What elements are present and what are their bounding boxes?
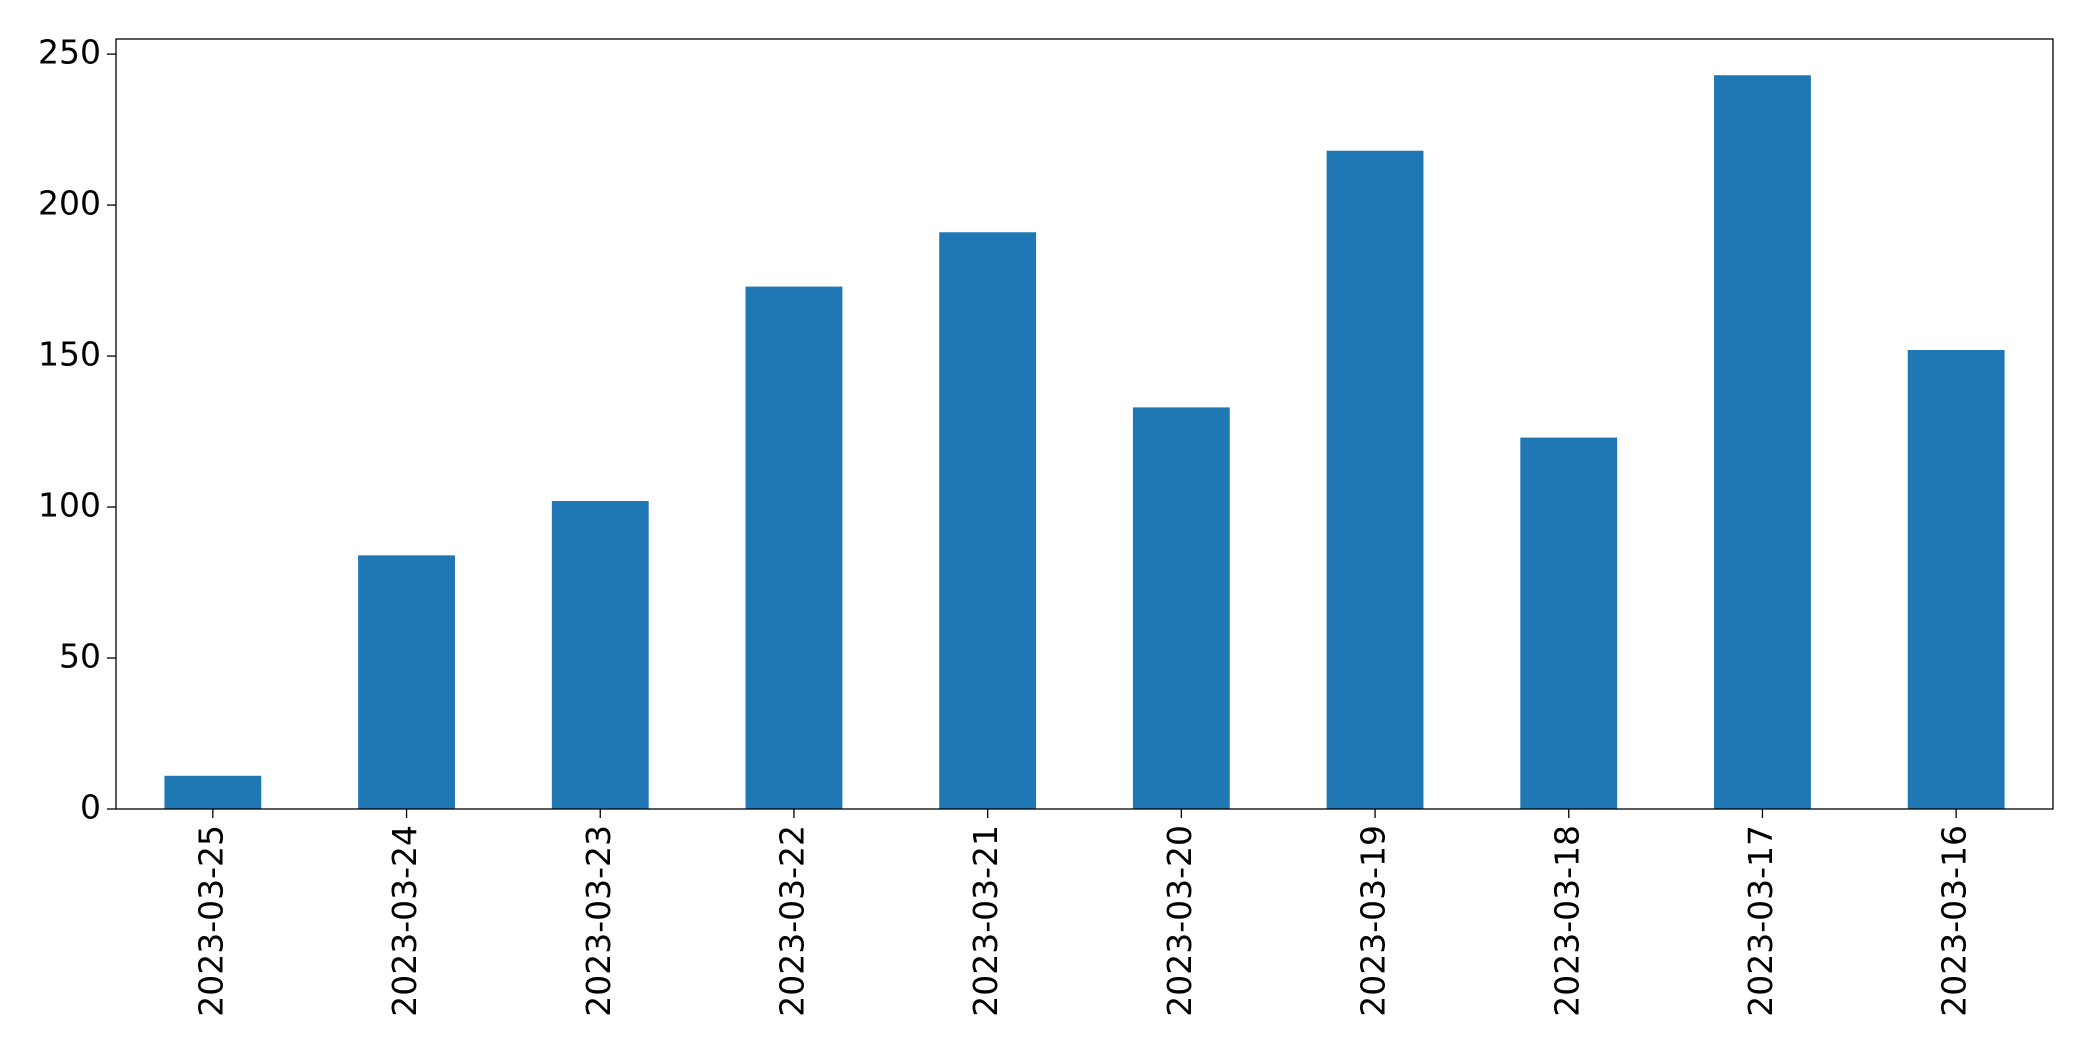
y-tick-label: 250 — [38, 33, 101, 72]
x-tick-label: 2023-03-20 — [1160, 825, 1199, 1017]
x-tick-label: 2023-03-22 — [772, 825, 811, 1017]
x-tick-label: 2023-03-19 — [1354, 825, 1393, 1017]
y-tick-label: 0 — [80, 788, 101, 827]
x-tick-label: 2023-03-21 — [966, 825, 1005, 1017]
bar — [1907, 350, 2005, 809]
bar — [1714, 75, 1811, 809]
bar — [939, 232, 1037, 810]
y-tick-label: 100 — [38, 486, 101, 525]
x-tick-label: 2023-03-16 — [1935, 825, 1974, 1017]
y-tick-label: 150 — [38, 335, 101, 374]
x-tick-label: 2023-03-23 — [579, 825, 618, 1017]
bar — [1326, 150, 1424, 810]
x-tick-label: 2023-03-25 — [191, 825, 230, 1017]
x-tick-label: 2023-03-17 — [1741, 825, 1780, 1017]
bar — [1520, 437, 1618, 809]
axes-frame — [115, 38, 2054, 810]
x-tick-label: 2023-03-24 — [385, 825, 424, 1017]
y-tick-label: 50 — [59, 637, 101, 676]
bar — [1132, 407, 1230, 809]
bar — [551, 501, 649, 809]
bar — [745, 286, 843, 809]
bar — [358, 555, 455, 809]
y-tick-label: 200 — [38, 184, 101, 223]
x-tick-label: 2023-03-18 — [1547, 825, 1586, 1017]
bar — [164, 775, 262, 809]
